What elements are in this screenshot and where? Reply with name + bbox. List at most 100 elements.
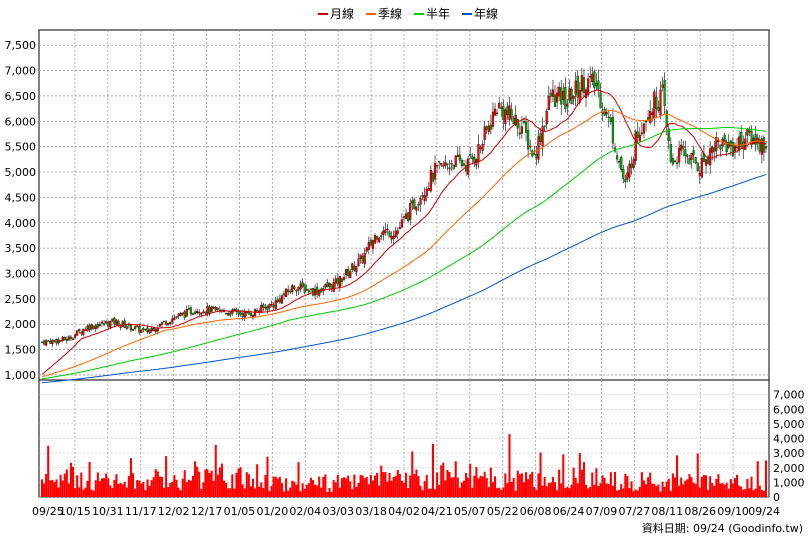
candle-body <box>129 324 133 331</box>
candle-body <box>653 91 656 119</box>
candle-body <box>657 107 660 111</box>
volume-tick-label: 6,000 <box>773 403 805 416</box>
candle-body <box>636 131 639 138</box>
candle-body <box>96 324 99 328</box>
volume-bar <box>113 479 116 497</box>
volume-bar <box>533 486 536 497</box>
volume-bar <box>632 491 635 497</box>
price-axis: 1,000 1,500 2,000 2,500 3,000 3,500 4,000 4,500… <box>5 39 37 382</box>
volume-bar <box>65 469 68 497</box>
ma-line-2 <box>41 127 767 380</box>
volume-bar <box>655 486 658 497</box>
volume-bar <box>415 469 418 497</box>
volume-bar <box>316 485 319 497</box>
candle-body <box>512 118 515 124</box>
volume-bar <box>318 476 321 497</box>
candle-body <box>611 116 615 144</box>
volume-bar <box>150 480 153 497</box>
volume-bar <box>239 467 242 497</box>
volume-bar <box>380 465 383 497</box>
volume-bar <box>136 480 139 497</box>
candle-body <box>175 316 178 318</box>
volume-bar <box>98 481 101 497</box>
volume-bar <box>330 491 333 497</box>
price-tick-label: 1,500 <box>5 344 37 357</box>
candle-body <box>216 308 219 310</box>
candle-body <box>210 306 213 312</box>
candle-body <box>369 240 372 246</box>
candle-body <box>351 263 354 270</box>
candle-body <box>533 153 536 155</box>
volume-bar <box>376 472 379 497</box>
volume-bar <box>647 477 650 497</box>
volume-bar <box>365 476 368 497</box>
candle-body <box>483 126 486 140</box>
candle-body <box>524 121 528 133</box>
candle-body <box>560 87 563 105</box>
volume-bar <box>423 481 426 497</box>
volume-bar <box>49 480 52 497</box>
volume-bar <box>359 474 362 497</box>
volume-bar <box>733 478 737 497</box>
date-tick-label: 10/15 <box>59 505 91 518</box>
volume-bar <box>541 485 544 497</box>
candle-body <box>555 92 559 103</box>
volume-bar <box>475 467 478 497</box>
price-tick-label: 3,500 <box>5 242 37 255</box>
volume-bar <box>123 481 126 497</box>
date-tick-label: 01/05 <box>224 505 256 518</box>
candle-body <box>171 318 174 323</box>
candle-body <box>59 340 62 342</box>
volume-tick-label: 5,000 <box>773 418 805 431</box>
volume-bar <box>551 477 554 497</box>
volume-bar <box>229 488 232 497</box>
price-tick-label: 2,000 <box>5 318 37 331</box>
volume-bar <box>516 470 519 497</box>
candle-body <box>597 80 600 90</box>
candle-body <box>460 160 464 166</box>
candle-body <box>514 115 517 126</box>
candle-body <box>249 312 253 317</box>
candle-body <box>473 156 476 163</box>
candle-body <box>727 142 730 148</box>
volume-bar <box>338 487 341 497</box>
candle-body <box>477 144 480 163</box>
candle-body <box>562 91 565 101</box>
candle-body <box>553 94 557 107</box>
volume-bar <box>725 482 728 497</box>
volume-bar <box>601 475 604 497</box>
candle-body <box>49 340 52 344</box>
date-tick-label: 06/08 <box>520 505 552 518</box>
volume-bar <box>458 487 461 497</box>
price-tick-label: 5,000 <box>5 166 37 179</box>
volume-bar <box>287 490 290 497</box>
candle-body <box>663 79 666 107</box>
volume-bar <box>374 475 377 497</box>
candle-body <box>212 307 215 309</box>
volume-tick-label: 1,000 <box>773 476 805 489</box>
volume-bar <box>504 473 507 497</box>
volume-bar <box>196 466 199 497</box>
candle-body <box>570 89 573 104</box>
candle-body <box>92 325 95 329</box>
volume-bar <box>198 471 201 497</box>
volume-bar <box>471 487 474 497</box>
candle-body <box>572 95 575 99</box>
volume-bar <box>613 471 617 497</box>
volume-bar <box>671 473 674 497</box>
volume-bar <box>692 482 695 497</box>
volume-bar <box>558 469 561 497</box>
volume-bar <box>241 484 244 497</box>
volume-bar <box>80 472 83 497</box>
candle-body <box>750 131 753 146</box>
volume-bar <box>436 472 439 497</box>
candle-body <box>349 271 352 279</box>
candle-body <box>202 311 205 314</box>
candle-body <box>446 163 449 165</box>
candle-body <box>678 147 681 163</box>
volume-bar <box>473 475 476 497</box>
volume-bar <box>125 487 128 497</box>
volume-bar <box>233 488 236 497</box>
candle-body <box>607 116 610 119</box>
volume-bar <box>582 462 585 497</box>
